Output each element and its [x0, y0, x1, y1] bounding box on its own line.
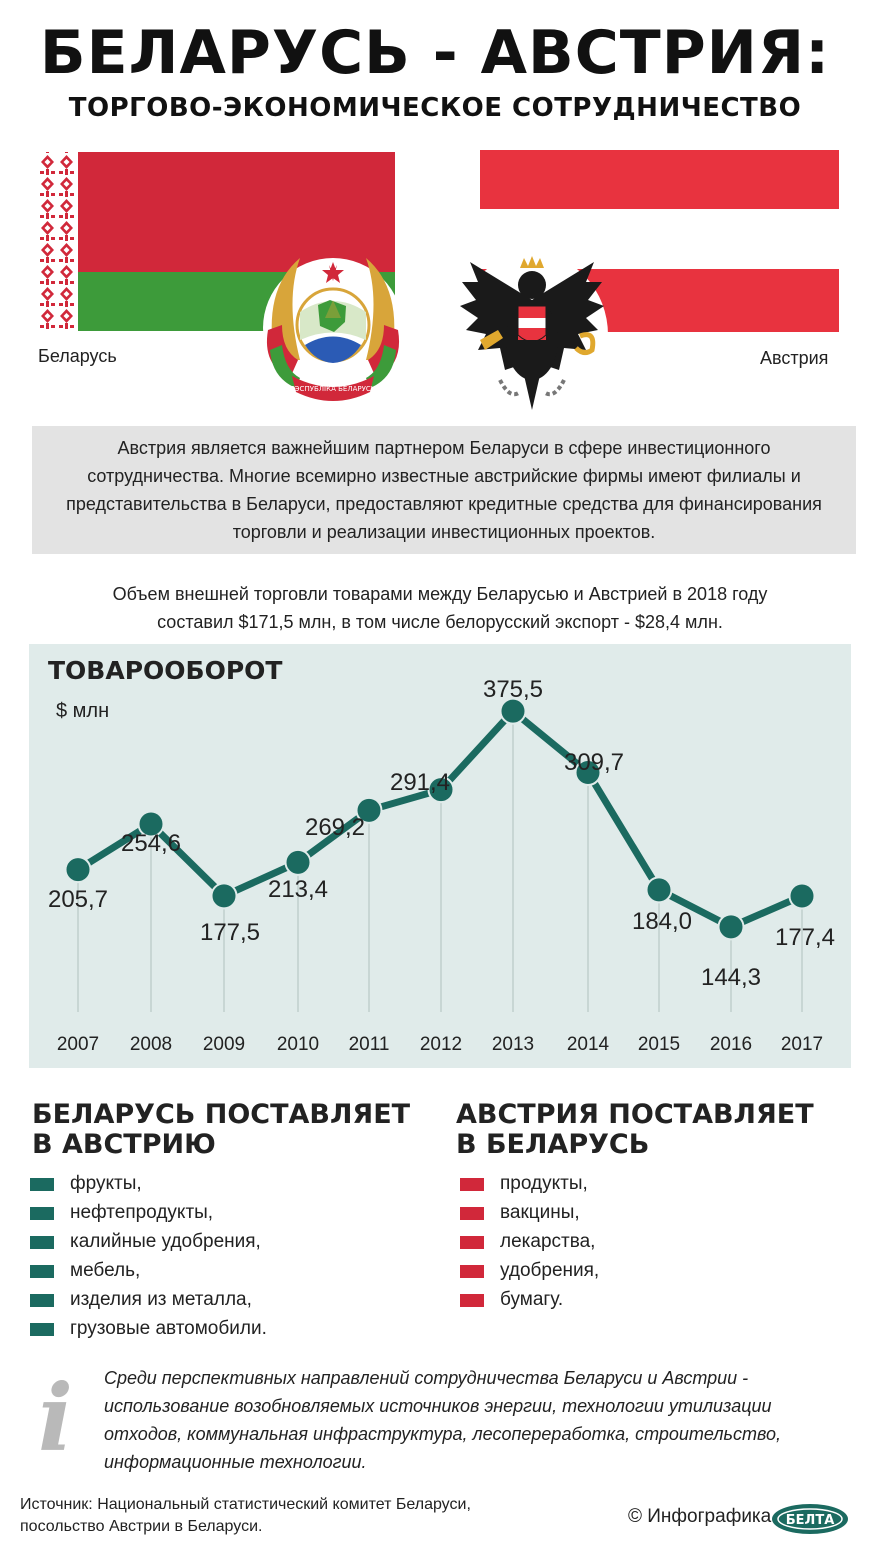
list-item-text: изделия из металла, — [70, 1289, 252, 1310]
bullet-marker — [460, 1178, 484, 1191]
list-item-text: грузовые автомобили. — [70, 1318, 267, 1339]
belarus-emblem-icon: РЭСПУБЛІКА БЕЛАРУСЬ — [263, 258, 403, 401]
trade-volume-text: Объем внешней торговли товарами между Бе… — [40, 580, 840, 636]
austria-eagle-icon — [456, 253, 608, 417]
page-subtitle: ТОРГОВО-ЭКОНОМИЧЕСКОЕ СОТРУДНИЧЕСТВО — [68, 93, 802, 123]
belta-logo-icon: БЕЛТА — [772, 1504, 848, 1534]
list-item-text: нефтепродукты, — [70, 1202, 214, 1223]
belarus-label: Беларусь — [38, 346, 117, 366]
by-export-title-line-1: БЕЛАРУСЬ ПОСТАВЛЯЕТ — [32, 1099, 411, 1130]
list-item: вакцины, — [460, 1201, 599, 1230]
source-line-1: Источник: Национальный статистический ко… — [20, 1496, 471, 1513]
list-item: продукты, — [460, 1172, 599, 1201]
bullet-marker — [460, 1236, 484, 1249]
credit-text: © Инфографика — [628, 1506, 772, 1527]
at-export-list: продукты, вакцины, лекарства, удобрения, бум… — [460, 1172, 599, 1317]
list-item-text: фрукты, — [70, 1173, 142, 1194]
chart-unit-label: $ млн — [56, 700, 110, 722]
list-item: лекарства, — [460, 1230, 599, 1259]
bullet-marker — [460, 1265, 484, 1278]
chart-title: ТОВАРООБОРОТ — [48, 656, 283, 685]
list-item-text: бумагу. — [500, 1289, 564, 1310]
emblem-ribbon-text: РЭСПУБЛІКА БЕЛАРУСЬ — [290, 385, 375, 393]
list-item-text: лекарства, — [500, 1231, 596, 1252]
list-item-text: продукты, — [500, 1173, 588, 1194]
at-export-title: АВСТРИЯ ПОСТАВЛЯЕТ В БЕЛАРУСЬ — [456, 1100, 814, 1160]
bullet-marker — [30, 1265, 54, 1278]
list-item-text: удобрения, — [500, 1260, 600, 1281]
list-item: бумагу. — [460, 1288, 599, 1317]
list-item-text: калийные удобрения, — [70, 1231, 261, 1252]
source-line-2: посольство Австрии в Беларуси. — [20, 1518, 263, 1535]
source-text: Источник: Национальный статистический ко… — [20, 1494, 471, 1538]
list-item: изделия из металла, — [30, 1288, 267, 1317]
page-title: БЕЛАРУСЬ - АВСТРИЯ: — [39, 18, 831, 88]
bullet-marker — [30, 1207, 54, 1220]
flags-graphic: РЭСПУБЛІКА БЕЛАРУСЬ — [38, 150, 839, 417]
bullet-marker — [460, 1207, 484, 1220]
bullet-marker — [30, 1294, 54, 1307]
at-export-title-line-1: АВСТРИЯ ПОСТАВЛЯЕТ — [456, 1099, 814, 1130]
at-export-title-line-2: В БЕЛАРУСЬ — [456, 1129, 650, 1160]
list-item: калийные удобрения, — [30, 1230, 267, 1259]
trade-line-2: составил $171,5 млн, в том числе белорус… — [157, 612, 723, 632]
list-item-text: вакцины, — [500, 1202, 580, 1223]
bullet-marker — [30, 1323, 54, 1336]
list-item-text: мебель, — [70, 1260, 141, 1281]
info-icon: i — [38, 1366, 73, 1456]
list-item: удобрения, — [460, 1259, 599, 1288]
info-text: Среди перспективных направлений сотрудни… — [104, 1368, 781, 1472]
list-item: мебель, — [30, 1259, 267, 1288]
bullet-marker — [30, 1236, 54, 1249]
chart-panel — [29, 644, 851, 1068]
intro-text: Австрия является важнейшим партнером Бел… — [32, 426, 856, 554]
by-export-list: фрукты, нефтепродукты, калийные удобрения,… — [30, 1172, 267, 1346]
svg-text:БЕЛТА: БЕЛТА — [786, 1513, 835, 1528]
bullet-marker — [30, 1178, 54, 1191]
list-item: грузовые автомобили. — [30, 1317, 267, 1346]
bullet-marker — [460, 1294, 484, 1307]
trade-line-1: Объем внешней торговли товарами между Бе… — [112, 584, 768, 604]
austria-label: Австрия — [760, 348, 829, 368]
svg-text:i: i — [38, 1366, 73, 1456]
list-item: нефтепродукты, — [30, 1201, 267, 1230]
by-export-title-line-2: В АВСТРИЮ — [32, 1129, 216, 1160]
list-item: фрукты, — [30, 1172, 267, 1201]
by-export-title: БЕЛАРУСЬ ПОСТАВЛЯЕТ В АВСТРИЮ — [32, 1100, 410, 1160]
